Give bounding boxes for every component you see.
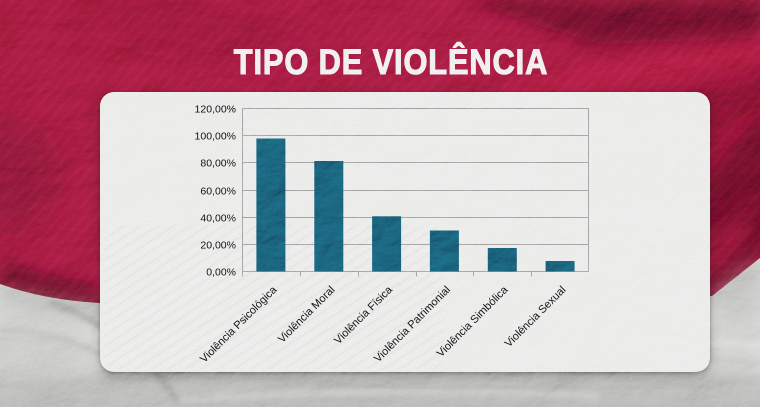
svg-text:Violência Sexual: Violência Sexual	[503, 284, 569, 350]
svg-text:60,00%: 60,00%	[200, 185, 236, 197]
svg-text:40,00%: 40,00%	[200, 212, 236, 224]
svg-text:20,00%: 20,00%	[200, 239, 236, 251]
svg-text:0,00%: 0,00%	[206, 266, 236, 278]
svg-text:80,00%: 80,00%	[200, 157, 236, 169]
svg-text:100,00%: 100,00%	[195, 130, 236, 142]
svg-text:120,00%: 120,00%	[195, 103, 236, 115]
